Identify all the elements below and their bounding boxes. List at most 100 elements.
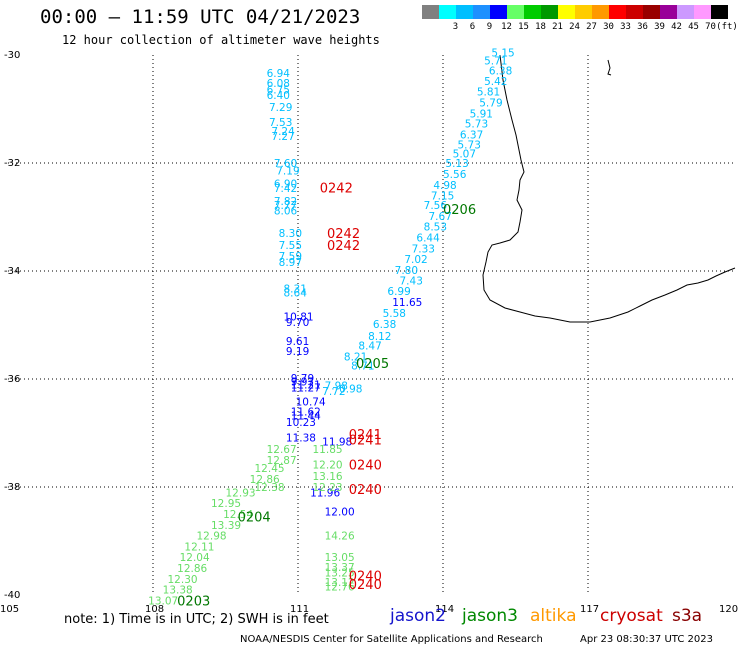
pass-time-label: 0204	[238, 511, 271, 526]
wave-height-label: 7.82	[274, 196, 297, 208]
wave-height-label: 12.23	[313, 482, 343, 494]
coastline-island	[607, 59, 612, 76]
wave-height-label: 5.07	[453, 148, 476, 160]
legend-label: 39	[654, 22, 665, 32]
satellite-cryosat: cryosat	[600, 606, 663, 626]
wave-height-label: 5.73	[465, 119, 488, 131]
wave-height-label: 5.81	[477, 87, 500, 99]
wave-height-label: 5.15	[491, 47, 514, 59]
legend-label: 18	[535, 22, 546, 32]
wave-height-label: 11.38	[286, 432, 316, 444]
legend-swatch	[541, 5, 558, 19]
wave-height-label: 8.12	[368, 331, 391, 343]
wave-height-label: 5.71	[484, 55, 507, 67]
legend-swatch	[439, 5, 456, 19]
wave-height-label: 7.67	[429, 211, 452, 223]
wave-height-label: 8.64	[284, 288, 308, 300]
footer-note: note: 1) Time is in UTC; 2) SWH is in fe…	[64, 612, 329, 627]
wave-height-label: 7.56	[424, 200, 448, 212]
wave-height-label: 7.42	[274, 183, 297, 195]
map-grid: -30 -32 -34 -36 -38 -40 105 108 111 114 117 120	[0, 50, 738, 615]
legend-label: 27	[586, 22, 597, 32]
wave-height-label: 11.21	[291, 379, 321, 391]
generated-time: Apr 23 08:30:37 UTC 2023	[580, 634, 713, 645]
pass-time-label: 0205	[356, 357, 389, 372]
wave-height-label: 12.20	[313, 459, 343, 471]
wave-height-label: 6.44	[416, 233, 440, 245]
wave-height-label: 12.86	[177, 563, 207, 575]
pass-time-label: 0241	[349, 433, 382, 448]
wave-height-label: 13.07	[148, 595, 178, 607]
wave-height-label: 13.39	[211, 520, 241, 532]
wave-height-label: 12.67	[267, 444, 297, 456]
wave-height-label: 12.87	[267, 455, 297, 467]
lon-tick-label: 120	[719, 604, 738, 615]
wave-height-label: 11.27	[291, 383, 321, 395]
wave-height-label: 12.86	[250, 474, 280, 486]
wave-height-label: 7.59	[279, 251, 302, 263]
pass-time-label: 0241	[349, 428, 382, 443]
wave-height-label: 7.60	[274, 158, 297, 170]
pass-time-label: 0240	[349, 570, 382, 585]
legend-swatch	[609, 5, 626, 19]
wave-height-label: 12.98	[197, 531, 227, 543]
legend-swatch	[643, 5, 660, 19]
wave-height-label: 7.43	[400, 276, 423, 288]
wave-height-label: 11.98	[322, 437, 352, 449]
wave-height-label: 8.30	[279, 228, 302, 240]
wave-height-label: 5.79	[479, 98, 502, 110]
satellite-s3a: s3a	[672, 606, 703, 626]
legend-swatch	[575, 5, 592, 19]
wave-height-label: 6.75	[267, 85, 290, 97]
wave-height-label: 5.56	[443, 169, 467, 181]
observation-layer: 6.946.086.756.407.29 7.537.247.27 7.607.19…	[148, 47, 515, 609]
legend-label: 3	[452, 22, 459, 32]
wave-height-label: 4.98	[433, 180, 456, 192]
pass-time-label: 0240	[349, 483, 382, 498]
legend-swatch	[524, 5, 541, 19]
legend-swatch	[660, 5, 677, 19]
legend-label: 33	[620, 22, 631, 32]
wave-height-label: 9.61	[286, 336, 309, 348]
lat-tick-label: -40	[4, 590, 20, 601]
legend-label: 9	[486, 22, 493, 32]
legend-swatch	[558, 5, 575, 19]
wave-height-label: 11.65	[392, 297, 422, 309]
pass-time-label: 0240	[349, 578, 382, 593]
wave-height-label: 6.38	[373, 319, 396, 331]
wave-height-label: 5.73	[458, 140, 481, 152]
wave-height-label: 13.12	[325, 577, 355, 589]
legend-swatch	[626, 5, 643, 19]
wave-height-label: 13.25	[325, 567, 355, 579]
credit-text: NOAA/NESDIS Center for Satellite Applica…	[240, 634, 543, 645]
pass-time-label: 0242	[327, 239, 360, 254]
wave-height-label: 8.31	[284, 283, 307, 295]
chart-title: 00:00 — 11:59 UTC 04/21/2023	[40, 6, 361, 28]
wave-height-label: 7.19	[276, 166, 299, 178]
legend-unit: (ft)	[716, 22, 738, 32]
legend-swatch	[422, 5, 439, 19]
legend-swatch	[456, 5, 473, 19]
wave-height-label: 11.44	[291, 411, 321, 423]
satellite-altika: altika	[530, 606, 577, 626]
wave-height-label: 12.00	[325, 506, 355, 518]
wave-height-label: 6.90	[274, 179, 297, 191]
wave-height-label: 8.47	[358, 341, 381, 353]
legend-label: 15	[518, 22, 529, 32]
wave-height-label: 7.02	[404, 254, 427, 266]
lon-tick-label: 105	[0, 604, 19, 615]
lon-tick-label: 111	[290, 604, 309, 615]
wave-height-label: 6.40	[267, 90, 290, 102]
wave-height-label: 11.96	[310, 487, 340, 499]
wave-height-label: 12.93	[226, 487, 256, 499]
wave-height-label: 13.38	[163, 585, 193, 597]
legend-label: 70	[705, 22, 716, 32]
lat-tick-label: -32	[4, 158, 20, 169]
legend-label: 42	[671, 22, 682, 32]
wave-height-label: 6.94	[267, 68, 291, 80]
wave-height-label: 9.19	[286, 346, 309, 358]
wave-height-label: 7.72	[322, 386, 345, 398]
satellite-jason2: jason2	[390, 606, 446, 626]
wave-height-label: 0.98	[339, 384, 362, 396]
wave-height-label: 7.53	[269, 117, 292, 129]
